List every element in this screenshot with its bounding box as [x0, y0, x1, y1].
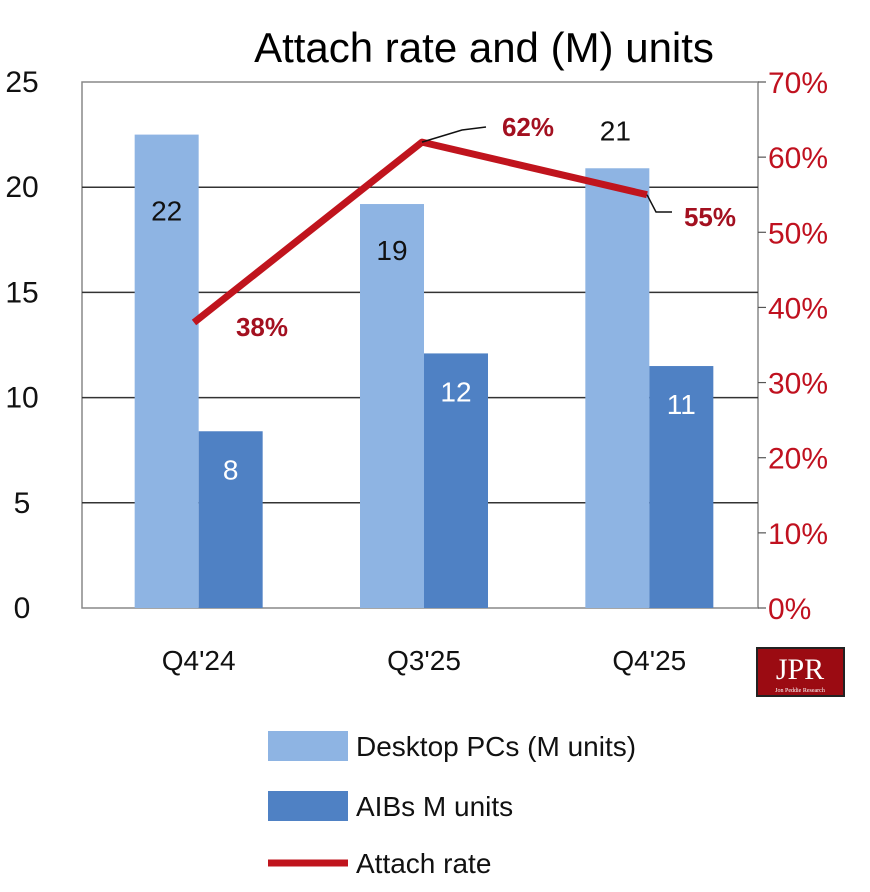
left-tick-label: 15: [5, 276, 38, 309]
bar-data-label: 12: [440, 376, 471, 407]
right-tick-label: 50%: [768, 217, 828, 250]
leader-line: [421, 126, 487, 143]
bar-data-label: 8: [223, 454, 239, 485]
right-tick-label: 30%: [768, 368, 828, 401]
bar: [198, 431, 263, 608]
left-tick-label: 25: [5, 66, 38, 99]
left-tick-label: 10: [5, 382, 38, 415]
leader-line: [646, 194, 672, 213]
bars: 22 8 19 12 21 11: [134, 115, 714, 609]
right-tick-label: 70%: [768, 67, 828, 100]
bar: [424, 353, 488, 608]
left-tick-label: 20: [5, 171, 38, 204]
legend-label: Attach rate: [356, 848, 491, 879]
right-tick-label: 40%: [768, 292, 828, 325]
jpr-logo: JPR Jon Peddie Research: [756, 647, 845, 697]
category-label: Q3'25: [387, 645, 461, 676]
attach-rate-data-label: 38%: [236, 312, 288, 342]
right-tick-label: 0%: [768, 593, 811, 626]
category-label: Q4'25: [612, 645, 686, 676]
left-tick-label: 0: [14, 592, 31, 625]
bar-data-label: 21: [600, 115, 631, 146]
legend: Desktop PCs (M units) AIBs M units Attach …: [268, 731, 636, 879]
attach-rate-data-label: 55%: [684, 202, 736, 232]
attach-rate-data-label: 62%: [502, 112, 554, 142]
left-tick-label: 5: [14, 487, 31, 520]
logo-subtext: Jon Peddie Research: [775, 688, 825, 694]
bar-data-label: 22: [151, 196, 182, 227]
legend-swatch: [268, 731, 348, 761]
bar: [360, 204, 424, 609]
attach-rate-line-group: 38% 62% 55%: [191, 112, 736, 342]
left-axis-ticks: 0 5 10 15 20 25: [5, 66, 38, 625]
right-tick-label: 20%: [768, 443, 828, 476]
category-labels: Q4'24 Q3'25 Q4'25: [162, 645, 687, 676]
right-tick-label: 60%: [768, 142, 828, 175]
category-label: Q4'24: [162, 645, 236, 676]
bar: [585, 168, 650, 608]
right-axis-ticks: 0% 10% 20% 30% 40% 50% 60% 70%: [758, 67, 828, 626]
bar: [649, 366, 714, 608]
bar-data-label: 11: [667, 389, 696, 420]
logo-text: JPR: [776, 653, 824, 686]
legend-swatch: [268, 791, 348, 821]
legend-label: Desktop PCs (M units): [356, 731, 636, 762]
bar: [134, 134, 199, 608]
right-tick-label: 10%: [768, 518, 828, 551]
legend-label: AIBs M units: [356, 791, 513, 822]
chart-title: Attach rate and (M) units: [254, 24, 714, 71]
bar-data-label: 19: [376, 235, 407, 266]
